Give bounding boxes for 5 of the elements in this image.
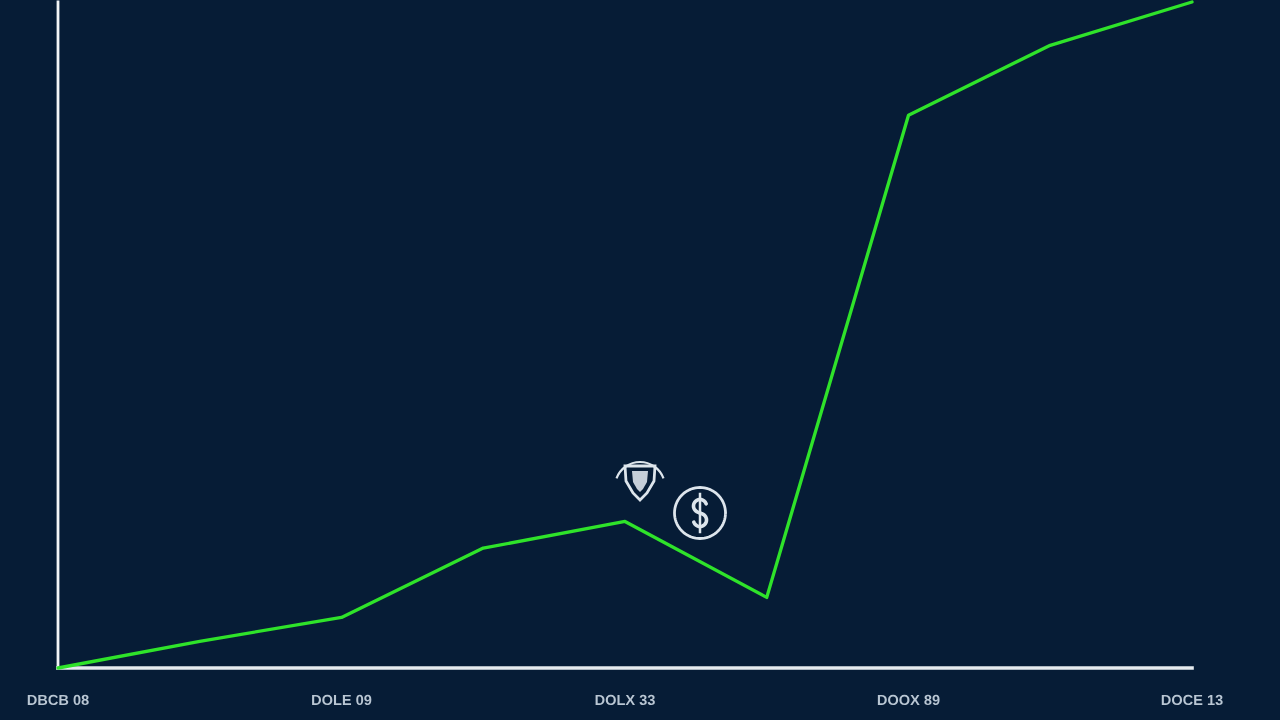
x-tick-label: DOCE 13: [1161, 694, 1223, 706]
x-tick-label: DOLE 09: [312, 694, 372, 706]
x-tick-label: DOOX 89: [877, 694, 940, 706]
x-tick-label: DOLX 33: [595, 694, 655, 706]
x-tick-label: DBCB 08: [27, 694, 89, 706]
